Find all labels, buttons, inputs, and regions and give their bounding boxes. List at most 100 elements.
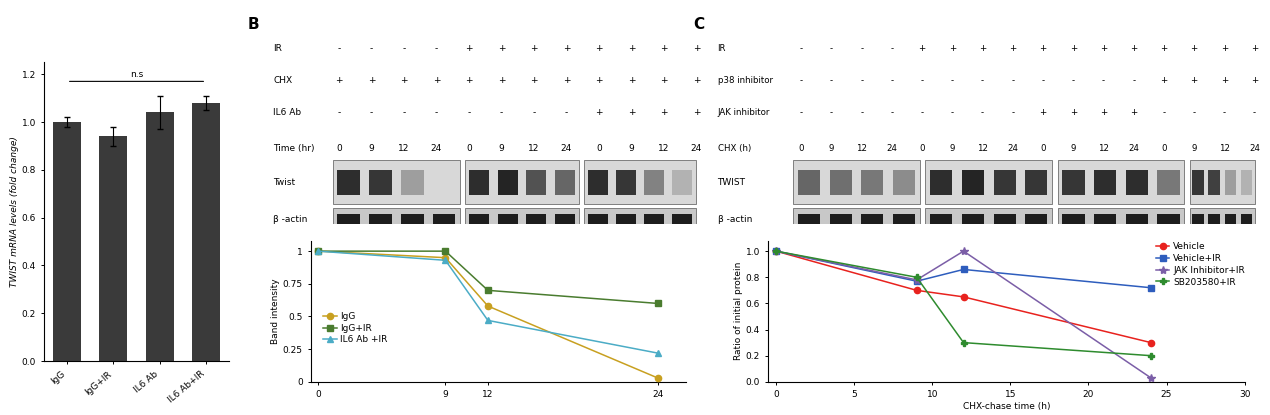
Text: +: + <box>1039 108 1046 117</box>
Text: +: + <box>433 76 441 85</box>
Text: +: + <box>596 108 603 117</box>
Bar <box>1062 171 1085 195</box>
Text: 9: 9 <box>368 144 375 153</box>
IgG <box>480 303 495 308</box>
Bar <box>401 214 424 228</box>
Text: +: + <box>979 44 987 53</box>
Text: +: + <box>1130 108 1138 117</box>
Text: -: - <box>800 76 803 85</box>
Bar <box>469 171 489 195</box>
Text: CHX: CHX <box>273 76 292 85</box>
Text: +: + <box>1100 108 1107 117</box>
Text: CHX (h): CHX (h) <box>718 144 751 153</box>
X-axis label: CHX-chase time (h): CHX-chase time (h) <box>963 402 1050 411</box>
Text: -: - <box>860 76 864 85</box>
Text: 0: 0 <box>1040 144 1045 153</box>
IgG <box>311 249 326 254</box>
Text: -: - <box>829 76 833 85</box>
Text: 0: 0 <box>337 144 342 153</box>
Text: +: + <box>1190 76 1198 85</box>
Bar <box>1190 208 1255 234</box>
Vehicle+IR <box>909 279 925 284</box>
Bar <box>1062 214 1085 228</box>
Text: +: + <box>1069 108 1077 117</box>
Text: -: - <box>1011 76 1015 85</box>
Bar <box>798 171 820 195</box>
Vehicle+IR <box>1143 285 1158 290</box>
Text: +: + <box>1069 44 1077 53</box>
Bar <box>465 160 579 204</box>
Vehicle <box>1143 340 1158 345</box>
Bar <box>616 171 636 195</box>
Text: -: - <box>1193 108 1196 117</box>
JAK Inhibitor+IR <box>1143 376 1158 381</box>
Bar <box>1193 214 1204 228</box>
Text: 24: 24 <box>431 144 442 153</box>
Bar <box>1224 214 1236 228</box>
Text: JAK inhibitor: JAK inhibitor <box>718 108 770 117</box>
Text: -: - <box>1223 108 1226 117</box>
Line: IgG+IR: IgG+IR <box>315 248 660 307</box>
Bar <box>588 214 607 228</box>
Bar <box>616 214 636 228</box>
Text: -: - <box>890 76 894 85</box>
Text: +: + <box>692 44 700 53</box>
Bar <box>526 214 546 228</box>
Bar <box>555 171 575 195</box>
Text: -: - <box>1102 76 1105 85</box>
Text: Twist: Twist <box>273 178 295 187</box>
Text: +: + <box>465 76 472 85</box>
Bar <box>672 171 692 195</box>
Bar <box>498 171 518 195</box>
Text: +: + <box>660 108 668 117</box>
Bar <box>370 214 391 228</box>
Vehicle <box>909 288 925 293</box>
Vehicle+IR <box>956 267 972 272</box>
Text: 0: 0 <box>466 144 472 153</box>
Text: Time (hr): Time (hr) <box>273 144 315 153</box>
IL6 Ab +IR <box>650 351 665 356</box>
Text: -: - <box>1041 76 1045 85</box>
Bar <box>333 160 460 204</box>
Bar <box>1209 214 1219 228</box>
Bar <box>829 214 852 228</box>
Bar <box>1224 171 1236 195</box>
Bar <box>893 171 916 195</box>
Bar <box>644 171 664 195</box>
Line: IL6 Ab +IR: IL6 Ab +IR <box>315 248 660 356</box>
Text: -: - <box>800 108 803 117</box>
Bar <box>798 214 820 228</box>
Bar <box>498 214 518 228</box>
Bar <box>861 214 884 228</box>
IgG+IR <box>438 249 453 254</box>
Line: JAK Inhibitor+IR: JAK Inhibitor+IR <box>772 247 1156 382</box>
Text: -: - <box>951 76 954 85</box>
Bar <box>1025 214 1048 228</box>
Text: -: - <box>921 76 923 85</box>
Text: -: - <box>565 108 568 117</box>
Text: 0: 0 <box>799 144 804 153</box>
Text: -: - <box>980 76 984 85</box>
Bar <box>401 171 424 195</box>
Line: Vehicle: Vehicle <box>773 248 1154 346</box>
Text: +: + <box>1161 76 1167 85</box>
IL6 Ab +IR <box>480 318 495 323</box>
Text: +: + <box>498 76 505 85</box>
Bar <box>829 171 852 195</box>
IgG+IR <box>480 288 495 293</box>
Text: +: + <box>660 44 668 53</box>
Bar <box>1025 171 1048 195</box>
Text: +: + <box>1010 44 1016 53</box>
Text: -: - <box>370 108 373 117</box>
Bar <box>1209 171 1219 195</box>
Text: 24: 24 <box>886 144 898 153</box>
Bar <box>1093 171 1116 195</box>
Text: +: + <box>596 76 603 85</box>
Bar <box>584 208 696 234</box>
Text: 9: 9 <box>629 144 634 153</box>
Text: -: - <box>434 108 438 117</box>
Bar <box>1058 208 1185 234</box>
Text: -: - <box>500 108 503 117</box>
Text: +: + <box>563 76 570 85</box>
Bar <box>644 214 664 228</box>
